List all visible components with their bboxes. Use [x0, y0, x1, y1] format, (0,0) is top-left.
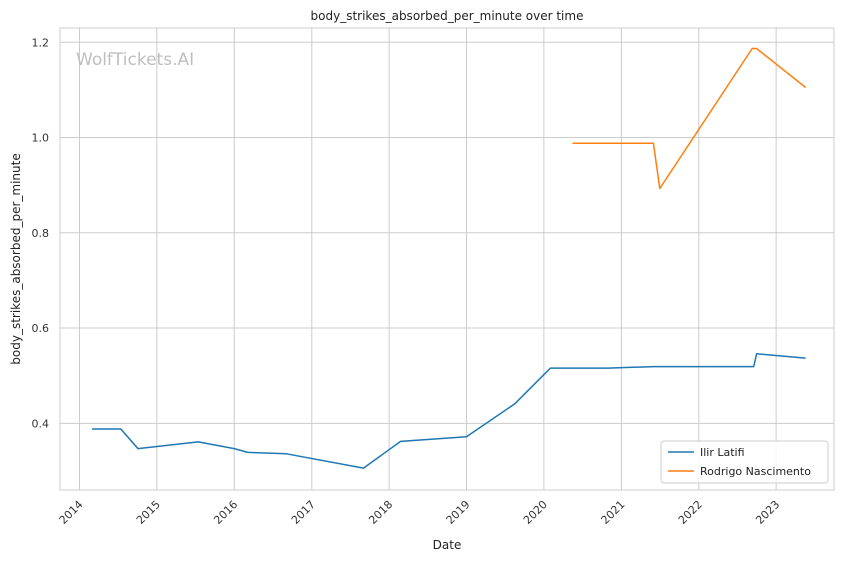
x-tick-label: 2015 — [134, 498, 163, 527]
grid — [60, 28, 834, 490]
y-tick-label: 0.6 — [32, 322, 50, 335]
x-tick-label: 2021 — [599, 498, 628, 527]
x-tick-label: 2020 — [521, 498, 550, 527]
chart-title: body_strikes_absorbed_per_minute over ti… — [311, 9, 584, 23]
x-tick-label: 2014 — [57, 498, 86, 527]
legend: Ilir Latifi Rodrigo Nascimento — [660, 440, 829, 484]
y-tick-label: 1.2 — [32, 36, 50, 49]
x-axis: 2014 2015 2016 2017 2018 2019 2020 2021 2022 2023 — [57, 498, 783, 527]
x-tick-label: 2023 — [753, 498, 782, 527]
y-axis-label: body_strikes_absorbed_per_minute — [9, 153, 23, 364]
x-tick-label: 2016 — [211, 498, 240, 527]
watermark-text: WolfTickets.AI — [76, 50, 194, 70]
legend-label-rodrigo-nascimento: Rodrigo Nascimento — [700, 465, 811, 478]
legend-box — [660, 440, 829, 484]
x-tick-label: 2019 — [444, 498, 473, 527]
plot-area — [59, 27, 835, 491]
x-tick-label: 2022 — [676, 498, 705, 527]
y-tick-label: 1.0 — [32, 132, 50, 145]
y-tick-label: 0.4 — [32, 417, 50, 430]
legend-label-ilir-latifi: Ilir Latifi — [700, 446, 745, 459]
x-tick-label: 2018 — [366, 498, 395, 527]
series-lines — [92, 47, 807, 469]
series-line-ilir-latifi — [92, 353, 806, 469]
x-tick-label: 2017 — [289, 498, 318, 527]
y-axis: 0.4 0.6 0.8 1.0 1.2 — [32, 36, 50, 430]
y-tick-label: 0.8 — [32, 227, 50, 240]
x-axis-label: Date — [433, 538, 462, 552]
series-line-rodrigo-nascimento — [572, 47, 807, 190]
